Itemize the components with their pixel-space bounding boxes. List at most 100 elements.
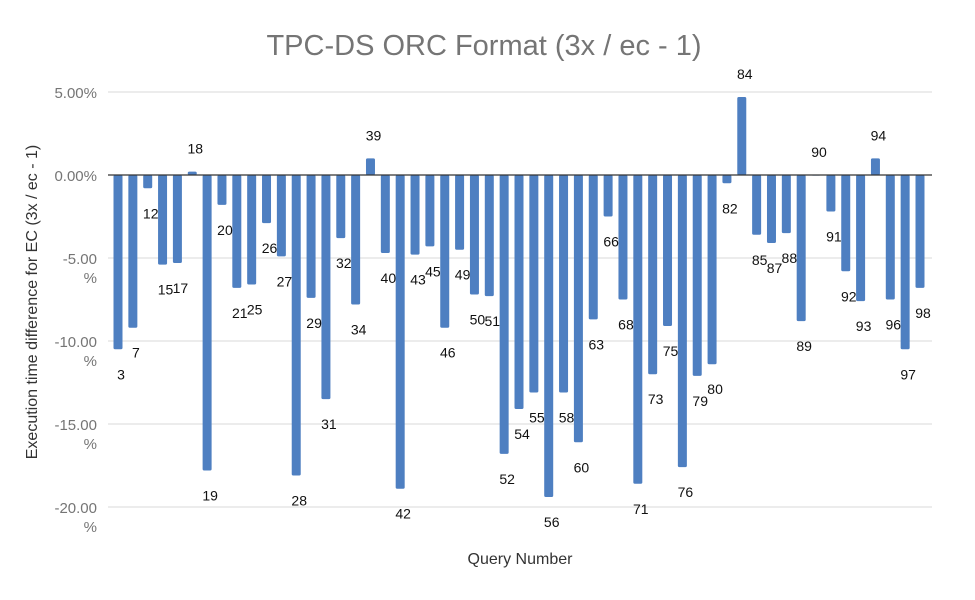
data-label: 34 [351, 321, 367, 337]
y-tick-label: % [84, 353, 97, 370]
data-label: 82 [722, 200, 738, 216]
bar [262, 175, 272, 224]
bar [559, 175, 569, 393]
bar [365, 158, 375, 175]
data-label: 93 [856, 318, 872, 334]
data-label: 68 [618, 317, 634, 333]
bar [128, 175, 138, 328]
bar [603, 175, 613, 217]
bar [722, 175, 732, 184]
bar [573, 175, 583, 443]
data-label: 92 [841, 288, 857, 304]
bar [351, 175, 361, 305]
data-label: 31 [321, 416, 337, 432]
data-labels: 37 12 15 17 18 19 20 21 25 26 27 28 29 31 32 34 39 40 42 43… [117, 66, 931, 530]
data-label: 3 [117, 366, 125, 382]
data-label: 76 [678, 484, 694, 500]
data-label: 80 [707, 381, 723, 397]
y-tick-label: -20.00 [54, 500, 97, 517]
bar [336, 175, 346, 239]
bar [633, 175, 643, 484]
data-label: 29 [306, 315, 322, 331]
bar [484, 175, 494, 297]
data-label: 52 [499, 471, 515, 487]
data-label: 7 [132, 345, 140, 361]
bar [440, 175, 450, 328]
bar [618, 175, 628, 300]
data-label: 39 [366, 127, 382, 143]
data-label: 50 [470, 312, 486, 328]
data-label: 17 [173, 280, 189, 296]
bar [900, 175, 910, 350]
bar [469, 175, 479, 295]
y-axis-title: Execution time difference for EC (3x / e… [24, 145, 41, 460]
bar [752, 175, 762, 235]
bar [143, 175, 153, 189]
data-label: 88 [782, 250, 798, 266]
bar [915, 175, 925, 288]
bar [737, 96, 747, 175]
data-label: 32 [336, 255, 352, 271]
x-axis-title: Query Number [468, 551, 574, 568]
bar [588, 175, 598, 320]
y-tick-label: 5.00% [54, 85, 97, 102]
bar [826, 175, 836, 212]
data-label: 42 [395, 506, 411, 522]
bar [766, 175, 776, 244]
data-label: 43 [410, 272, 426, 288]
bar [158, 175, 168, 265]
data-label: 94 [871, 127, 887, 143]
bar [663, 175, 673, 327]
bar [172, 175, 182, 263]
bar [796, 175, 806, 322]
data-label: 15 [158, 282, 174, 298]
data-label: 60 [574, 459, 590, 475]
data-label: 90 [811, 144, 827, 160]
data-label: 73 [648, 391, 664, 407]
data-label: 79 [692, 393, 708, 409]
bar [380, 175, 390, 254]
data-label: 45 [425, 263, 441, 279]
data-label: 58 [559, 409, 575, 425]
data-label: 51 [485, 313, 501, 329]
bar [677, 175, 687, 468]
bar [692, 175, 702, 376]
bar [410, 175, 420, 255]
bar [529, 175, 539, 393]
bar [217, 175, 227, 205]
y-tick-label: % [84, 270, 97, 287]
y-tick-label: -5.00 [63, 251, 97, 268]
bar [395, 175, 405, 489]
bar [276, 175, 286, 257]
chart-title: TPC-DS ORC Format (3x / ec - 1) [266, 30, 701, 62]
data-label: 19 [202, 487, 218, 503]
bar [202, 175, 212, 471]
data-label: 89 [796, 338, 812, 354]
data-label: 21 [232, 305, 248, 321]
bar [321, 175, 331, 400]
bar [187, 171, 197, 175]
data-label: 40 [381, 270, 397, 286]
bars [113, 96, 925, 498]
data-label: 87 [767, 260, 783, 276]
bar [707, 175, 717, 365]
data-label: 49 [455, 267, 471, 283]
data-label: 96 [886, 317, 902, 333]
bar [841, 175, 851, 272]
data-label: 26 [262, 240, 278, 256]
data-label: 66 [603, 234, 619, 250]
y-axis-ticks: 5.00% 0.00% -5.00% -10.00% -15.00% -20.00% [54, 85, 97, 536]
data-label: 55 [529, 409, 545, 425]
y-tick-label: % [84, 436, 97, 453]
y-tick-label: % [84, 519, 97, 536]
bar [425, 175, 435, 247]
data-label: 28 [291, 492, 307, 508]
y-tick-label: -10.00 [54, 334, 97, 351]
data-label: 27 [277, 273, 293, 289]
bar [870, 158, 880, 175]
bar [885, 175, 895, 300]
data-label: 20 [217, 222, 233, 238]
bar [544, 175, 554, 498]
bar [856, 175, 866, 302]
